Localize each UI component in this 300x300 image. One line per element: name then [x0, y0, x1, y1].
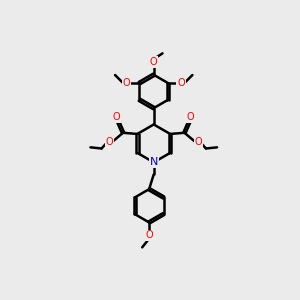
Text: O: O: [145, 230, 153, 240]
Text: O: O: [123, 78, 130, 88]
Text: O: O: [187, 112, 194, 122]
Text: O: O: [113, 112, 121, 122]
Text: O: O: [177, 78, 185, 88]
Text: O: O: [150, 57, 158, 67]
Text: O: O: [194, 137, 202, 148]
Text: O: O: [106, 137, 113, 148]
Text: N: N: [150, 158, 158, 167]
